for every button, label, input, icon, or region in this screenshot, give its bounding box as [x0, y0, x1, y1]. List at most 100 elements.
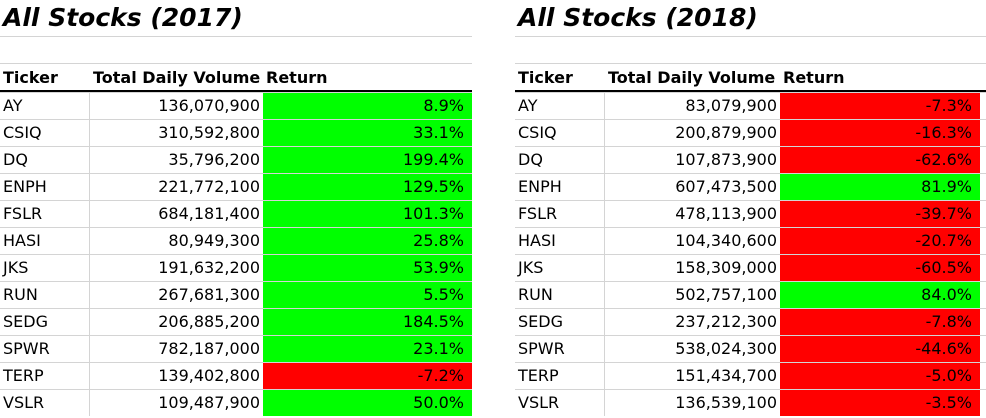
volume-cell[interactable]: 502,757,100	[675, 285, 777, 304]
ticker-cell[interactable]: TERP	[515, 363, 605, 389]
volume-cell[interactable]: 104,340,600	[675, 231, 777, 250]
ticker-cell[interactable]: ENPH	[515, 174, 605, 200]
table-title-2018[interactable]: All Stocks (2018)	[518, 3, 758, 32]
ticker-cell[interactable]: AY	[0, 93, 90, 119]
return-cell[interactable]: 81.9%	[780, 174, 980, 200]
ticker-cell[interactable]: HASI	[0, 228, 90, 254]
volume-cell[interactable]: 158,309,000	[675, 258, 777, 277]
volume-cell[interactable]: 684,181,400	[158, 204, 260, 223]
return-cell[interactable]: 25.8%	[263, 228, 472, 254]
return-cell[interactable]: -7.8%	[780, 309, 980, 335]
ticker-cell[interactable]: SEDG	[515, 309, 605, 335]
return-cell[interactable]: -44.6%	[780, 336, 980, 362]
ticker-cell[interactable]: SEDG	[0, 309, 90, 335]
ticker-cell[interactable]: HASI	[515, 228, 605, 254]
table-row: DQ 107,873,900 -62.6%	[515, 146, 986, 173]
table-row: VSLR 136,539,100 -3.5%	[515, 389, 986, 416]
volume-cell[interactable]: 221,772,100	[158, 177, 260, 196]
ticker-cell[interactable]: JKS	[515, 255, 605, 281]
table-row: CSIQ 200,879,900 -16.3%	[515, 119, 986, 146]
volume-cell[interactable]: 538,024,300	[675, 339, 777, 358]
ticker-cell[interactable]: DQ	[515, 147, 605, 173]
return-cell[interactable]: 5.5%	[263, 282, 472, 308]
volume-cell[interactable]: 200,879,900	[675, 123, 777, 142]
volume-cell[interactable]: 139,402,800	[158, 366, 260, 385]
return-cell[interactable]: -62.6%	[780, 147, 980, 173]
return-cell[interactable]: 23.1%	[263, 336, 472, 362]
volume-cell[interactable]: 136,539,100	[675, 393, 777, 412]
header-underline	[0, 90, 472, 92]
return-cell[interactable]: 199.4%	[263, 147, 472, 173]
table-row: AY 136,070,900 8.9%	[0, 92, 472, 119]
return-cell[interactable]: -60.5%	[780, 255, 980, 281]
volume-cell[interactable]: 151,434,700	[675, 366, 777, 385]
ticker-cell[interactable]: SPWR	[515, 336, 605, 362]
ticker-cell[interactable]: VSLR	[0, 390, 90, 416]
ticker-cell[interactable]: RUN	[0, 282, 90, 308]
return-cell[interactable]: 33.1%	[263, 120, 472, 146]
volume-cell[interactable]: 80,949,300	[168, 231, 260, 250]
grid-line	[515, 63, 986, 64]
grid-line	[0, 36, 472, 37]
ticker-cell[interactable]: FSLR	[515, 201, 605, 227]
volume-cell[interactable]: 83,079,900	[685, 96, 777, 115]
volume-cell[interactable]: 607,473,500	[675, 177, 777, 196]
header-row: Ticker Total Daily Volume Return	[515, 63, 986, 91]
ticker-cell[interactable]: CSIQ	[0, 120, 90, 146]
ticker-cell[interactable]: AY	[515, 93, 605, 119]
return-cell[interactable]: -7.3%	[780, 93, 980, 119]
return-cell[interactable]: -20.7%	[780, 228, 980, 254]
ticker-cell[interactable]: ENPH	[0, 174, 90, 200]
table-row: SPWR 782,187,000 23.1%	[0, 335, 472, 362]
volume-cell[interactable]: 206,885,200	[158, 312, 260, 331]
table-row: DQ 35,796,200 199.4%	[0, 146, 472, 173]
stocks-2017-table: All Stocks (2017) Ticker Total Daily Vol…	[0, 0, 472, 418]
header-return[interactable]: Return	[266, 68, 328, 87]
volume-cell[interactable]: 310,592,800	[158, 123, 260, 142]
ticker-cell[interactable]: SPWR	[0, 336, 90, 362]
table-row: JKS 191,632,200 53.9%	[0, 254, 472, 281]
ticker-cell[interactable]: FSLR	[0, 201, 90, 227]
return-cell[interactable]: 129.5%	[263, 174, 472, 200]
return-cell[interactable]: -16.3%	[780, 120, 980, 146]
ticker-cell[interactable]: VSLR	[515, 390, 605, 416]
stocks-2018-table: All Stocks (2018) Ticker Total Daily Vol…	[515, 0, 986, 418]
ticker-cell[interactable]: TERP	[0, 363, 90, 389]
volume-cell[interactable]: 782,187,000	[158, 339, 260, 358]
return-cell[interactable]: -7.2%	[263, 363, 472, 389]
volume-cell[interactable]: 237,212,300	[675, 312, 777, 331]
grid-line	[515, 36, 986, 37]
table-title-2017[interactable]: All Stocks (2017)	[3, 3, 243, 32]
ticker-cell[interactable]: JKS	[0, 255, 90, 281]
return-cell[interactable]: 184.5%	[263, 309, 472, 335]
return-cell[interactable]: -39.7%	[780, 201, 980, 227]
header-total-daily-volume[interactable]: Total Daily Volume	[93, 68, 261, 87]
table-row: FSLR 478,113,900 -39.7%	[515, 200, 986, 227]
volume-cell[interactable]: 191,632,200	[158, 258, 260, 277]
header-return[interactable]: Return	[783, 68, 845, 87]
return-cell[interactable]: 50.0%	[263, 390, 472, 416]
ticker-cell[interactable]: CSIQ	[515, 120, 605, 146]
return-cell[interactable]: -3.5%	[780, 390, 980, 416]
return-cell[interactable]: 53.9%	[263, 255, 472, 281]
volume-cell[interactable]: 109,487,900	[158, 393, 260, 412]
volume-cell[interactable]: 267,681,300	[158, 285, 260, 304]
header-ticker[interactable]: Ticker	[3, 68, 58, 87]
header-total-daily-volume[interactable]: Total Daily Volume	[608, 68, 776, 87]
return-cell[interactable]: -5.0%	[780, 363, 980, 389]
header-row: Ticker Total Daily Volume Return	[0, 63, 472, 91]
return-cell[interactable]: 84.0%	[780, 282, 980, 308]
return-cell[interactable]: 8.9%	[263, 93, 472, 119]
ticker-cell[interactable]: DQ	[0, 147, 90, 173]
volume-cell[interactable]: 107,873,900	[675, 150, 777, 169]
return-cell[interactable]: 101.3%	[263, 201, 472, 227]
ticker-cell[interactable]: RUN	[515, 282, 605, 308]
table-row: TERP 139,402,800 -7.2%	[0, 362, 472, 389]
table-row: CSIQ 310,592,800 33.1%	[0, 119, 472, 146]
table-row: JKS 158,309,000 -60.5%	[515, 254, 986, 281]
table-row: HASI 104,340,600 -20.7%	[515, 227, 986, 254]
volume-cell[interactable]: 136,070,900	[158, 96, 260, 115]
volume-cell[interactable]: 478,113,900	[675, 204, 777, 223]
volume-cell[interactable]: 35,796,200	[168, 150, 260, 169]
header-ticker[interactable]: Ticker	[518, 68, 573, 87]
